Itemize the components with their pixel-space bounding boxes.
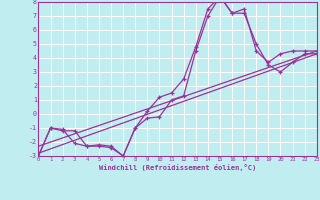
X-axis label: Windchill (Refroidissement éolien,°C): Windchill (Refroidissement éolien,°C) xyxy=(99,164,256,171)
